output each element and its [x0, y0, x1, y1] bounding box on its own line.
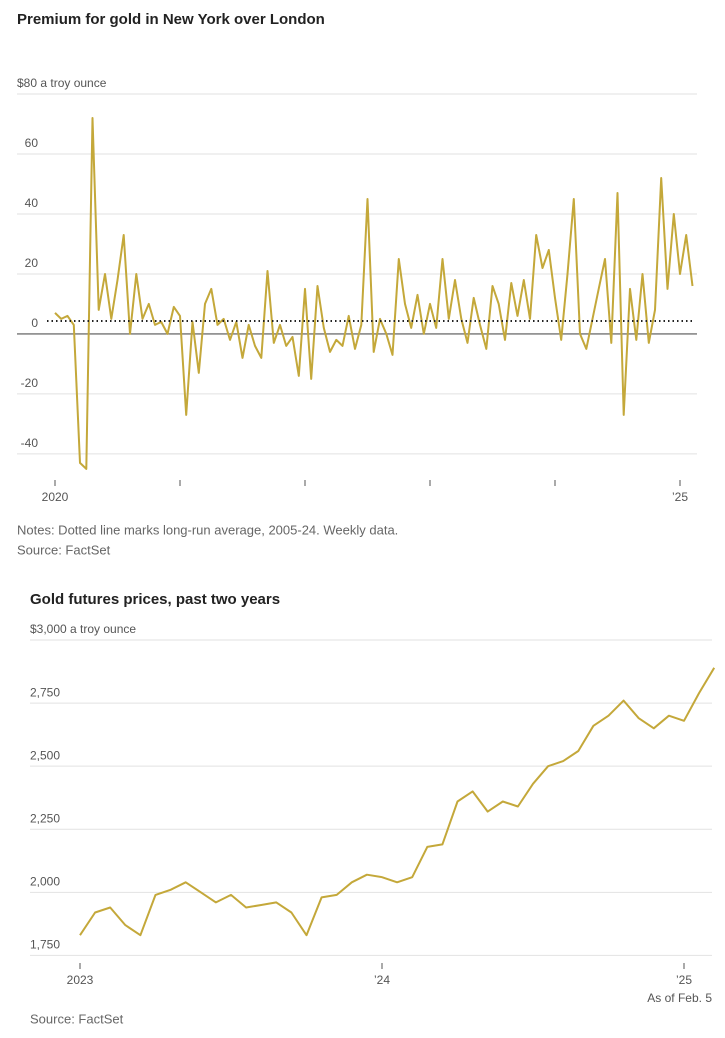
chart-title: Premium for gold in New York over London — [17, 11, 325, 28]
y-tick-label: 40 — [25, 196, 39, 210]
price-line — [54, 117, 694, 470]
annotation: As of Feb. 5 — [647, 991, 712, 1005]
x-tick-label: 2023 — [67, 973, 94, 987]
x-tick-label: 2020 — [42, 490, 69, 504]
y-tick-label: 20 — [25, 256, 39, 270]
notes: Notes: Dotted line marks long-run averag… — [17, 522, 398, 537]
y-tick-label: $3,000 a troy ounce — [30, 622, 136, 636]
source: Source: FactSet — [17, 542, 111, 557]
price-line — [79, 667, 716, 937]
y-tick-label: $80 a troy ounce — [17, 76, 107, 90]
y-tick-label: 1,750 — [30, 938, 60, 952]
y-tick-label: 2,750 — [30, 685, 60, 699]
y-tick-label: 0 — [31, 316, 38, 330]
chart-title: Gold futures prices, past two years — [30, 591, 280, 608]
y-tick-label: 2,500 — [30, 748, 60, 762]
source: Source: FactSet — [30, 1011, 124, 1026]
y-tick-label: 2,250 — [30, 811, 60, 825]
y-tick-label: -40 — [21, 436, 39, 450]
x-tick-label: ’25 — [672, 490, 688, 504]
x-tick-label: ’25 — [676, 973, 692, 987]
y-tick-label: 60 — [25, 136, 39, 150]
y-tick-label: -20 — [21, 376, 39, 390]
y-tick-label: 2,000 — [30, 875, 60, 889]
x-tick-label: ’24 — [374, 973, 390, 987]
